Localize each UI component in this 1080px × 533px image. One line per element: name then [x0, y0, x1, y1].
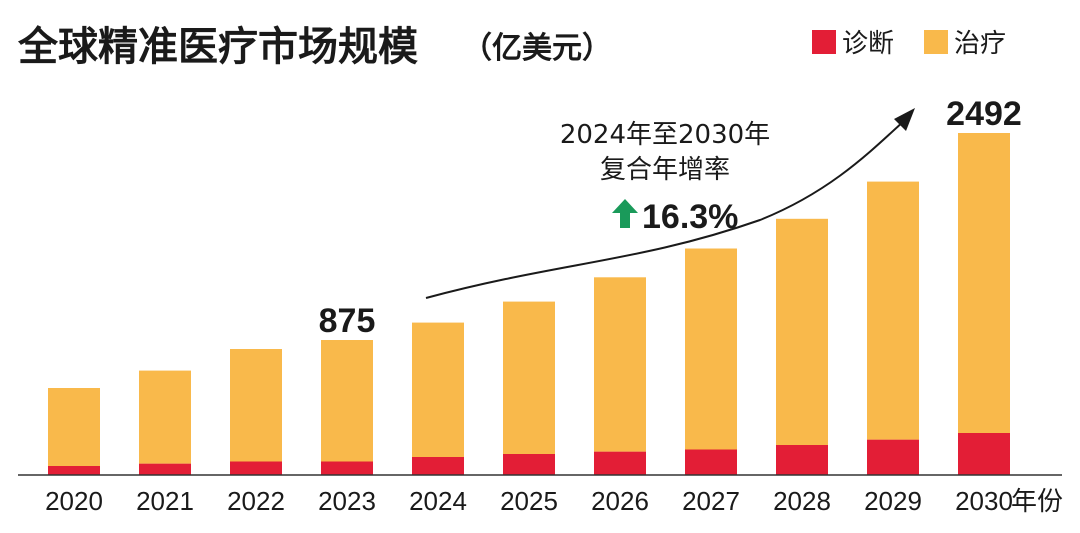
cagr-caption: 复合年增率 [600, 155, 730, 185]
x-tick-2024: 2024 [409, 486, 467, 516]
bar-diagnosis-2021 [139, 463, 191, 475]
bar-treatment-2025 [503, 301, 555, 454]
up-arrow-icon [612, 199, 638, 228]
x-tick-2021: 2021 [136, 486, 194, 516]
bar-treatment-2028 [776, 218, 828, 445]
bar-treatment-2029 [867, 181, 919, 440]
x-tick-2023: 2023 [318, 486, 376, 516]
x-tick-2020: 2020 [45, 486, 103, 516]
legend-label-treatment: 治疗 [954, 29, 1006, 59]
cagr-period: 2024年至2030年 [560, 120, 770, 150]
cagr-value: 16.3% [642, 198, 738, 236]
data-labels: 875 2492 [319, 95, 1022, 340]
legend: 诊断 治疗 [812, 29, 1006, 59]
bar-treatment-2023 [321, 340, 373, 462]
bar-treatment-2021 [139, 370, 191, 464]
bar-diagnosis-2026 [594, 451, 646, 475]
chart-unit: （亿美元） [462, 31, 612, 66]
legend-swatch-treatment [924, 30, 948, 54]
x-tick-2022: 2022 [227, 486, 285, 516]
bar-diagnosis-2024 [412, 457, 464, 475]
x-ticks: 2020 2021 2022 2023 2024 2025 2026 2027 2028 2029… [45, 486, 1013, 516]
bar-treatment-2020 [48, 388, 100, 466]
bar-diagnosis-2023 [321, 461, 373, 475]
bar-treatment-2022 [230, 349, 282, 462]
trend-arrow [425, 108, 915, 299]
data-label-2023: 875 [319, 302, 376, 340]
bar-diagnosis-2027 [685, 449, 737, 475]
x-tick-2026: 2026 [591, 486, 649, 516]
bar-diagnosis-2020 [48, 466, 100, 475]
x-tick-2025: 2025 [500, 486, 558, 516]
legend-label-diagnosis: 诊断 [842, 29, 894, 59]
bar-diagnosis-2029 [867, 439, 919, 475]
x-axis-unit: 年份 [1011, 486, 1063, 516]
x-tick-2030: 2030 [955, 486, 1013, 516]
bar-diagnosis-2022 [230, 461, 282, 475]
cagr-annotation: 2024年至2030年 复合年增率 16.3% [560, 120, 770, 236]
x-tick-2028: 2028 [773, 486, 831, 516]
bar-treatment-2030 [958, 133, 1010, 433]
x-tick-2027: 2027 [682, 486, 740, 516]
trend-arrow-line [425, 119, 906, 299]
data-label-2030: 2492 [946, 95, 1022, 133]
bar-diagnosis-2030 [958, 433, 1010, 475]
legend-swatch-diagnosis [812, 30, 836, 54]
x-tick-2029: 2029 [864, 486, 922, 516]
trend-arrow-head [894, 108, 915, 131]
bar-treatment-2024 [412, 322, 464, 457]
bar-treatment-2026 [594, 277, 646, 452]
bar-diagnosis-2025 [503, 454, 555, 475]
bar-treatment-2027 [685, 248, 737, 450]
bars [48, 133, 1010, 475]
chart-title: 全球精准医疗市场规模 [17, 24, 418, 70]
bar-diagnosis-2028 [776, 445, 828, 475]
